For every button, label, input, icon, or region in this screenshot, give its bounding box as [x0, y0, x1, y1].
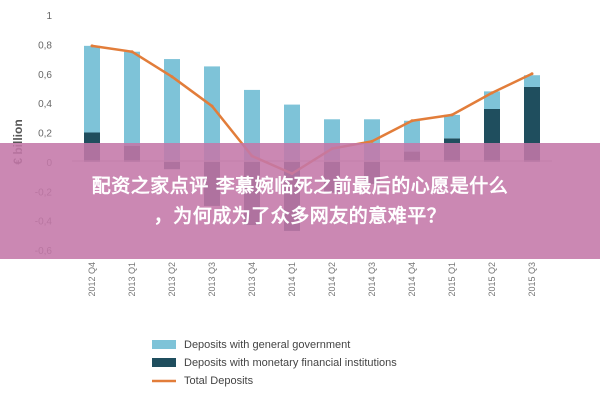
y-tick-label: 0,8: [38, 40, 52, 51]
total-deposits-point: [170, 75, 174, 79]
bar-general-government: [444, 114, 460, 139]
total-deposits-point: [530, 72, 534, 76]
bar-general-government: [164, 59, 180, 162]
y-tick-label: 1: [46, 11, 52, 22]
y-tick-label: 0,4: [38, 99, 52, 110]
x-tick-label: 2012 Q4: [87, 262, 97, 297]
x-tick-label: 2014 Q4: [407, 262, 417, 297]
x-tick-label: 2014 Q1: [287, 262, 297, 297]
bar-general-government: [84, 45, 100, 133]
x-tick-label: 2013 Q1: [127, 262, 137, 297]
total-deposits-point: [490, 91, 494, 95]
x-tick-label: 2014 Q2: [327, 262, 337, 297]
x-tick-label: 2013 Q4: [247, 262, 257, 297]
total-deposits-point: [410, 119, 414, 123]
total-deposits-point: [450, 113, 454, 117]
total-deposits-point: [90, 44, 94, 48]
x-axis-ticks: 2012 Q4 2013 Q1 2013 Q2 2013 Q3 2013 Q4 2014 …: [87, 262, 537, 297]
x-tick-label: 2014 Q3: [367, 262, 377, 297]
y-tick-label: 0,2: [38, 129, 52, 140]
x-tick-label: 2013 Q3: [207, 262, 217, 297]
total-deposits-point: [370, 139, 374, 143]
y-tick-label: 0,6: [38, 70, 52, 81]
total-deposits-point: [210, 104, 214, 108]
overlay-line-1: 配资之家点评 李慕婉临死之前最后的心愿是什么: [91, 175, 509, 197]
x-tick-label: 2013 Q2: [167, 262, 177, 297]
legend-swatch: [152, 358, 176, 367]
x-tick-label: 2015 Q1: [447, 262, 457, 297]
total-deposits-point: [130, 50, 134, 54]
legend-swatch: [152, 340, 176, 349]
legend: Deposits with general government Deposits…: [152, 339, 397, 387]
bar-general-government: [524, 75, 540, 87]
overlay-banner: 配资之家点评 李慕婉临死之前最后的心愿是什么 ，为何成为了众多网友的意难平？: [0, 143, 600, 259]
legend-label: Deposits with general government: [184, 339, 350, 351]
legend-label: Deposits with monetary financial institu…: [184, 357, 397, 369]
x-tick-label: 2015 Q2: [487, 262, 497, 297]
bar-general-government: [124, 51, 140, 146]
legend-label: Total Deposits: [184, 375, 254, 387]
overlay-line-2: ，为何成为了众多网友的意难平？: [153, 205, 447, 227]
bar-general-government: [204, 66, 220, 162]
x-tick-label: 2015 Q3: [527, 262, 537, 297]
